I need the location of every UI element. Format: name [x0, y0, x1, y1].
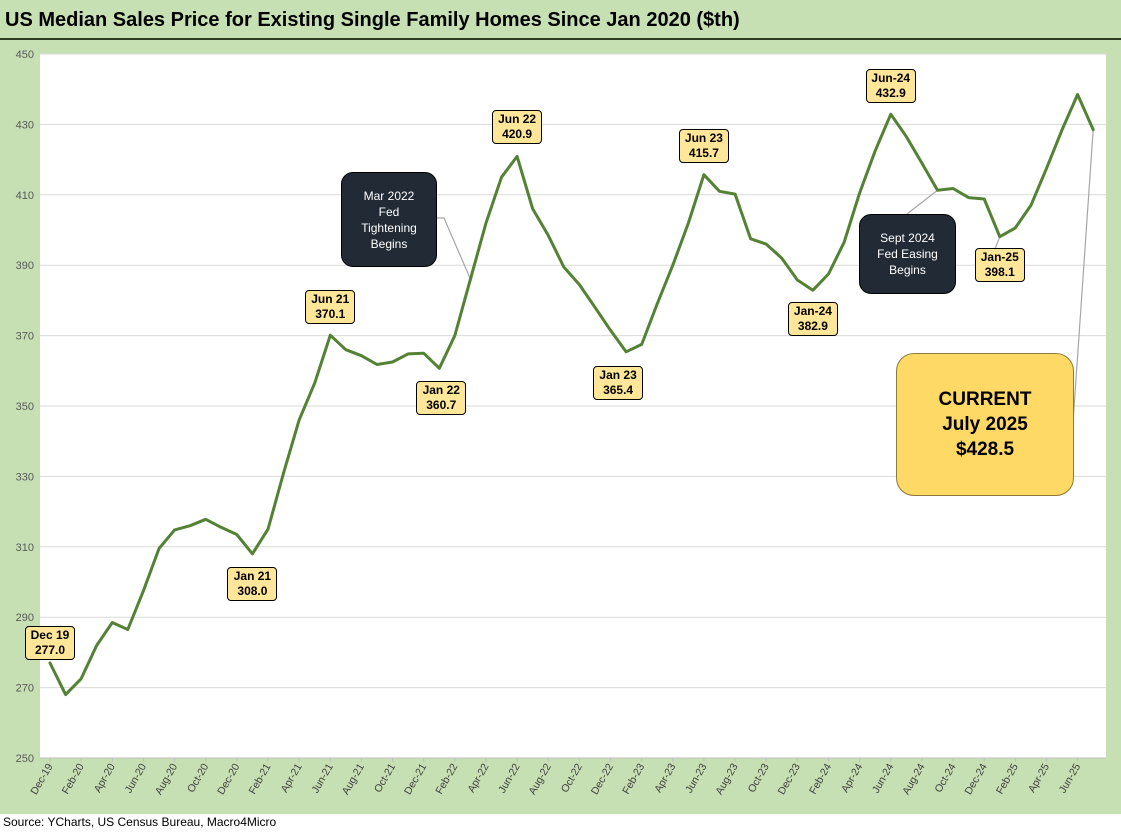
leader-line: [437, 217, 472, 282]
annotation-line: Begins: [889, 263, 926, 277]
data-label-date: Jun 22: [498, 112, 537, 127]
data-label-value: 398.1: [984, 264, 1015, 279]
x-tick-label: Dec-23: [776, 761, 803, 796]
x-tick-label: Jun-23: [683, 761, 710, 795]
source-note: Source: YCharts, US Census Bureau, Macro…: [3, 815, 277, 829]
data-label-value: 308.0: [237, 583, 268, 598]
x-tick-label: Feb-23: [620, 761, 647, 796]
x-tick-label: Aug-22: [527, 761, 554, 796]
x-tick-label: Jun-20: [123, 761, 150, 795]
x-tick-label: Aug-20: [153, 761, 180, 796]
y-tick-label: 350: [16, 401, 34, 413]
data-label-date: Jun 21: [311, 292, 350, 307]
y-tick-label: 430: [16, 119, 34, 131]
annotation-line: Begins: [370, 236, 408, 251]
x-tick-label: Dec-20: [215, 761, 242, 796]
chart-title: US Median Sales Price for Existing Singl…: [5, 9, 740, 31]
data-label: Jan-24 382.9: [787, 302, 838, 337]
data-label-value: 370.1: [315, 307, 346, 322]
y-tick-label: 370: [16, 331, 34, 343]
x-tick-label: Apr-22: [465, 761, 491, 794]
x-tick-label: Dec-19: [28, 761, 55, 796]
annotation-fed-tightening: Mar 2022 Fed Tightening Begins: [341, 172, 437, 267]
data-label: Dec 19 277.0: [25, 625, 75, 660]
data-label-value: 415.7: [688, 145, 719, 160]
annotation-line: Fed: [378, 204, 400, 219]
chart-panel: US Median Sales Price for Existing Singl…: [0, 0, 1121, 814]
data-label-date: Jan 23: [599, 367, 637, 382]
data-label-date: Jun-24: [871, 71, 911, 86]
data-label-date: Jan 21: [233, 568, 272, 583]
data-label: Jun-24 432.9: [865, 69, 916, 104]
current-month: July 2025: [942, 414, 1028, 435]
data-label-date: Jan-25: [980, 249, 1019, 264]
x-tick-label: Feb-25: [994, 761, 1021, 796]
x-tick-label: Aug-21: [340, 761, 367, 796]
y-tick-label: 250: [16, 753, 34, 765]
data-label-date: Jun 23: [684, 130, 723, 145]
x-tick-label: Jun-25: [1057, 761, 1084, 795]
x-tick-label: Oct-24: [933, 761, 959, 794]
y-tick-label: 330: [16, 471, 34, 483]
x-tick-label: Apr-24: [839, 761, 865, 794]
x-tick-label: Jun-22: [496, 761, 523, 795]
data-label: Jan-25 398.1: [974, 247, 1025, 282]
y-tick-label: 450: [16, 49, 34, 61]
data-label-value: 365.4: [603, 382, 634, 397]
data-label-date: Dec 19: [30, 627, 70, 642]
title-bar: US Median Sales Price for Existing Singl…: [0, 0, 1121, 40]
annotation-line: Mar 2022: [363, 188, 415, 203]
annotation-line: Tightening: [361, 220, 417, 235]
x-tick-label: Dec-22: [589, 761, 616, 796]
series-line: [48, 93, 1095, 697]
x-tick-label: Feb-21: [247, 761, 274, 796]
y-tick-label: 290: [16, 612, 34, 624]
x-tick-label: Apr-25: [1026, 761, 1052, 794]
data-label: Jun 22 420.9: [492, 110, 543, 145]
data-label-value: 432.9: [875, 86, 906, 101]
x-tick-label: Oct-23: [746, 761, 772, 794]
x-tick-label: Feb-20: [60, 761, 87, 796]
x-tick-label: Dec-24: [962, 761, 989, 796]
x-tick-label: Feb-24: [807, 761, 834, 796]
x-tick-label: Feb-22: [433, 761, 460, 796]
y-tick-label: 270: [16, 683, 34, 695]
data-label-value: 382.9: [797, 319, 828, 334]
x-tick-label: Aug-23: [713, 761, 740, 796]
current-label: CURRENT: [938, 389, 1032, 410]
annotation-line: Sept 2024: [880, 231, 935, 245]
leader-line: [1072, 129, 1094, 424]
x-tick-label: Oct-20: [185, 761, 211, 794]
x-tick-label: Dec-21: [402, 761, 429, 796]
leader-line: [906, 189, 938, 215]
data-label-date: Jan 22: [422, 383, 460, 398]
x-tick-label: Oct-21: [372, 761, 398, 794]
data-label: Jun 21 370.1: [305, 290, 356, 325]
data-label-value: 277.0: [34, 642, 66, 657]
current-price: $428.5: [955, 439, 1015, 460]
data-label-value: 420.9: [502, 127, 533, 142]
x-tick-label: Apr-23: [652, 761, 678, 794]
data-label: Jan 22 360.7: [416, 381, 467, 416]
y-tick-label: 390: [16, 260, 34, 272]
annotation-line: Fed Easing: [877, 247, 938, 261]
x-tick-label: Jun-24: [870, 761, 897, 795]
x-tick-label: Jun-21: [309, 761, 336, 795]
data-label: Jan 23 365.4: [593, 365, 644, 400]
x-tick-label: Apr-20: [92, 761, 118, 794]
current-value-callout: CURRENT July 2025 $428.5: [896, 353, 1074, 496]
data-label-value: 360.7: [426, 398, 457, 413]
y-tick-label: 410: [16, 190, 34, 202]
x-tick-label: Apr-21: [279, 761, 305, 794]
data-label: Jan 21 308.0: [227, 566, 278, 601]
x-tick-label: Oct-22: [559, 761, 585, 794]
x-tick-label: Aug-24: [900, 761, 927, 796]
data-label-date: Jan-24: [793, 304, 832, 319]
y-tick-label: 310: [16, 542, 34, 554]
annotation-fed-easing: Sept 2024 Fed Easing Begins: [859, 214, 956, 294]
data-label: Jun 23 415.7: [678, 128, 729, 163]
